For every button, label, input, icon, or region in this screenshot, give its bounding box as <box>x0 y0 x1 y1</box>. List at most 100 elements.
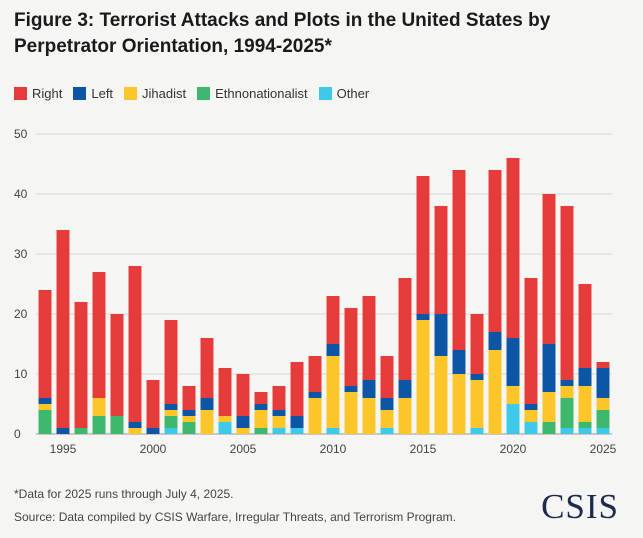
bar-segment-jihadist-2010 <box>326 356 340 428</box>
bar-segment-other-2024 <box>578 428 592 434</box>
bar-segment-jihadist-2011 <box>344 392 358 434</box>
bar-segment-right-2017 <box>452 170 466 350</box>
chart-title: Figure 3: Terrorist Attacks and Plots in… <box>14 10 551 57</box>
bar-segment-right-2021 <box>524 278 538 404</box>
bar-segment-right-2010 <box>326 296 340 344</box>
legend: Right Left Jihadist Ethnonationalist Oth… <box>14 86 380 101</box>
bar-segment-jihadist-2005 <box>236 428 250 434</box>
bar-segment-right-2009 <box>308 356 322 392</box>
legend-item-jihadist: Jihadist <box>124 86 186 101</box>
bar-segment-jihadist-2017 <box>452 374 466 434</box>
y-tick-label: 10 <box>14 367 28 381</box>
bar-segment-left-1994 <box>38 398 52 404</box>
bar-segment-jihadist-2014 <box>398 398 412 434</box>
legend-label-jihadist: Jihadist <box>142 86 187 101</box>
bar-segment-other-2007 <box>272 428 286 434</box>
bar-segment-left-2000 <box>146 428 160 434</box>
bar-segment-left-2020 <box>506 338 520 386</box>
bar-segment-jihadist-1999 <box>128 428 142 434</box>
bar-segment-right-2013 <box>380 356 394 398</box>
bar-segment-jihadist-2006 <box>254 410 268 428</box>
bar-segment-other-2013 <box>380 428 394 434</box>
bar-segment-jihadist-2025 <box>596 398 610 410</box>
bar-segment-right-2007 <box>272 386 286 410</box>
bar-segment-left-2001 <box>164 404 178 410</box>
y-tick-label: 20 <box>14 307 28 321</box>
x-tick-label: 2000 <box>140 442 167 456</box>
bar-segment-left-2024 <box>578 368 592 386</box>
bar-segment-left-2005 <box>236 416 250 428</box>
y-tick-label: 0 <box>14 427 21 441</box>
bar-segment-right-1998 <box>110 314 124 416</box>
source-note: Source: Data compiled by CSIS Warfare, I… <box>14 510 456 524</box>
bar-segment-ethnonationalist-2006 <box>254 428 268 434</box>
legend-item-left: Left <box>73 86 113 101</box>
bar-segment-jihadist-1994 <box>38 404 52 410</box>
bar-segment-right-2005 <box>236 374 250 416</box>
bar-segment-right-2018 <box>470 314 484 374</box>
bar-segment-ethnonationalist-2002 <box>182 422 196 434</box>
bar-segment-right-2001 <box>164 320 178 404</box>
bar-segment-right-1994 <box>38 290 52 398</box>
bar-segment-ethnonationalist-2022 <box>542 422 556 434</box>
bar-segment-left-2011 <box>344 386 358 392</box>
bar-segment-left-2002 <box>182 410 196 416</box>
bar-segment-right-2016 <box>434 206 448 314</box>
bar-segment-left-2022 <box>542 344 556 392</box>
bar-segment-right-2020 <box>506 158 520 338</box>
bar-segment-right-1999 <box>128 266 142 422</box>
bar-segment-other-2021 <box>524 422 538 434</box>
bar-segment-jihadist-2004 <box>218 416 232 422</box>
legend-swatch-left <box>73 87 87 100</box>
bar-segment-left-1999 <box>128 422 142 428</box>
legend-swatch-other <box>318 87 332 100</box>
bar-segment-jihadist-2020 <box>506 386 520 404</box>
bar-segment-other-2020 <box>506 404 520 434</box>
bar-segment-right-2003 <box>200 338 214 398</box>
bar-segment-jihadist-2022 <box>542 392 556 422</box>
bar-segment-jihadist-1997 <box>92 398 106 416</box>
bar-segment-ethnonationalist-1996 <box>74 428 88 434</box>
legend-label-other: Other <box>336 86 370 101</box>
legend-item-right: Right <box>14 86 62 101</box>
bar-segment-left-2018 <box>470 374 484 380</box>
bar-segment-left-2008 <box>290 416 304 428</box>
bar-segment-left-2017 <box>452 350 466 374</box>
bar-segment-right-2022 <box>542 194 556 344</box>
bar-segment-left-2009 <box>308 392 322 398</box>
bar-segment-left-2003 <box>200 398 214 410</box>
bar-segment-right-2000 <box>146 380 160 428</box>
legend-label-left: Left <box>91 86 114 101</box>
bar-segment-jihadist-2002 <box>182 416 196 422</box>
bar-segment-left-2006 <box>254 404 268 410</box>
bar-segment-jihadist-2023 <box>560 386 574 398</box>
bar-segment-ethnonationalist-1997 <box>92 416 106 434</box>
y-tick-label: 30 <box>14 247 28 261</box>
bar-segment-jihadist-2018 <box>470 380 484 428</box>
x-tick-label: 2020 <box>500 442 527 456</box>
bar-segment-ethnonationalist-1998 <box>110 416 124 434</box>
bar-segment-right-2008 <box>290 362 304 416</box>
bar-segment-other-2008 <box>290 428 304 434</box>
x-tick-label: 2005 <box>230 442 257 456</box>
x-tick-label: 1995 <box>50 442 77 456</box>
bar-segment-right-1995 <box>56 230 70 428</box>
bar-segment-jihadist-2015 <box>416 320 430 434</box>
bar-segment-other-2004 <box>218 422 232 434</box>
bar-segment-ethnonationalist-2024 <box>578 422 592 428</box>
bar-segment-left-2015 <box>416 314 430 320</box>
legend-label-right: Right <box>32 86 63 101</box>
legend-label-ethnonationalist: Ethnonationalist <box>215 86 308 101</box>
y-tick-label: 40 <box>14 187 28 201</box>
legend-item-ethnonationalist: Ethnonationalist <box>197 86 308 101</box>
legend-swatch-right <box>14 87 27 100</box>
bar-segment-left-2023 <box>560 380 574 386</box>
x-tick-label: 2015 <box>410 442 437 456</box>
bar-segment-left-2013 <box>380 398 394 410</box>
bar-segment-left-2025 <box>596 368 610 398</box>
bar-segment-left-2010 <box>326 344 340 356</box>
bar-segment-right-2024 <box>578 284 592 368</box>
bar-segment-right-2011 <box>344 308 358 386</box>
bar-segment-other-2023 <box>560 428 574 434</box>
bar-segment-jihadist-2001 <box>164 410 178 416</box>
